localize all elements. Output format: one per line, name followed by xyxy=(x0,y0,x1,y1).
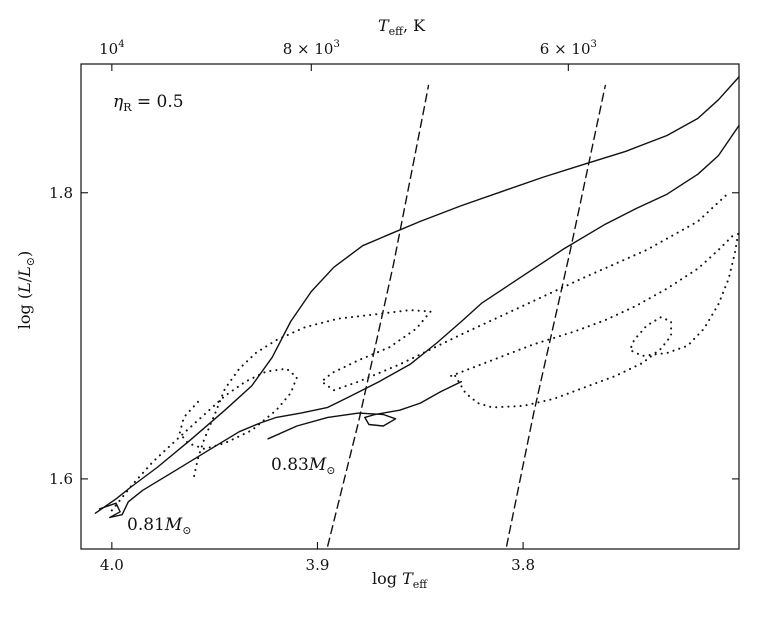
top-tick-label: 104 xyxy=(99,39,124,58)
dotted-track-6 xyxy=(450,234,734,377)
x-tick-label: 3.8 xyxy=(511,556,535,574)
x-tick-label: 3.9 xyxy=(306,556,330,574)
dotted-track-5 xyxy=(454,227,740,409)
solid-track-2 xyxy=(267,380,463,440)
dotted-track-3 xyxy=(193,191,730,477)
y-tick-label: 1.8 xyxy=(49,184,73,202)
x-tick-label: 4.0 xyxy=(100,556,124,574)
top-axis-title: Teff, K xyxy=(378,16,426,38)
series-layer xyxy=(94,76,740,547)
eta-annotation: ηR = 0.5 xyxy=(113,92,184,114)
series-label-081: 0.81M⊙ xyxy=(127,515,192,537)
tick-layer: 4.0 3.9 3.8 1.6 1.8 104 8 × 103 6 × 103 xyxy=(49,39,739,574)
top-tick-label: 8 × 103 xyxy=(283,39,340,58)
series-label-083: 0.83M⊙ xyxy=(271,455,336,477)
solid-track-0 xyxy=(94,76,740,514)
x-axis-title: log Teff xyxy=(372,569,428,591)
y-tick-label: 1.6 xyxy=(49,470,73,488)
dashed-track-8 xyxy=(505,84,606,547)
solid-track-1 xyxy=(98,124,740,519)
y-axis-title: log (L/L⊙) xyxy=(15,251,37,329)
plot-frame xyxy=(80,63,740,550)
top-tick-label: 6 × 103 xyxy=(540,39,597,58)
dashed-track-7 xyxy=(327,84,430,547)
dotted-track-4 xyxy=(110,367,298,512)
